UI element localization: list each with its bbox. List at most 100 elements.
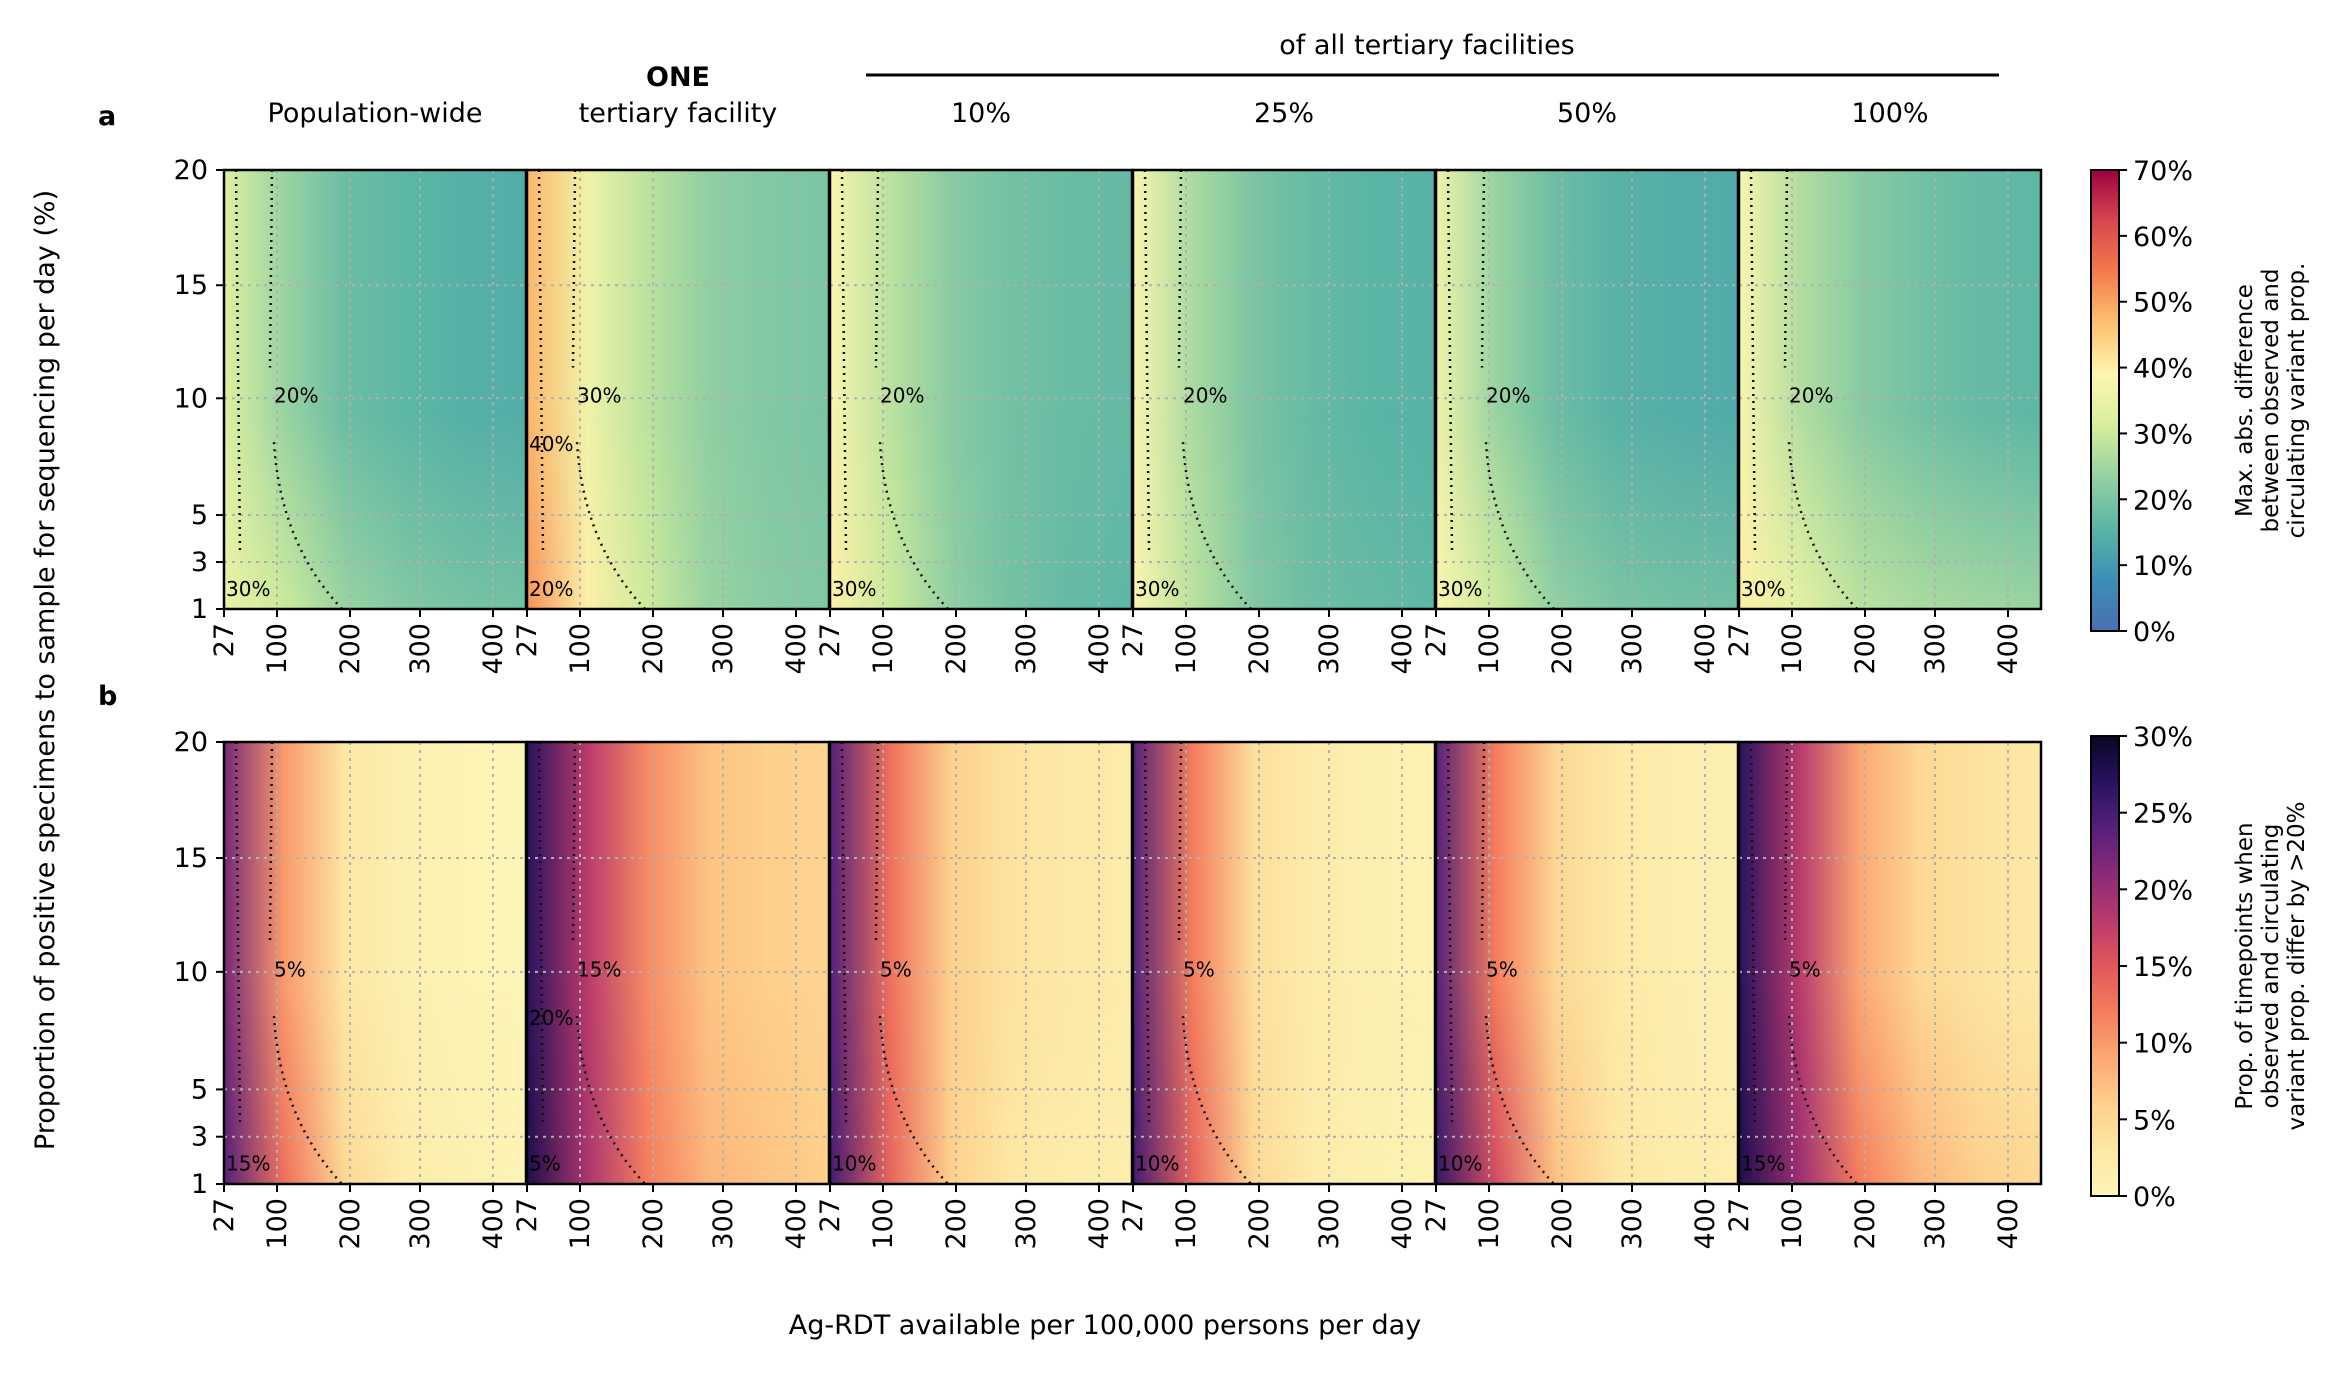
y-tick-label: 15 bbox=[174, 270, 208, 301]
x-tick-label: 100 bbox=[1171, 1198, 1202, 1250]
x-tick-label: 27 bbox=[1118, 623, 1149, 657]
contour-label: 20% bbox=[1183, 384, 1227, 408]
colorbar-bar bbox=[2090, 735, 2120, 1197]
y-tick-label: 20 bbox=[174, 155, 208, 186]
y-tick-label: 5 bbox=[191, 1074, 208, 1105]
heatmap-fill-lower bbox=[1133, 170, 1435, 609]
column-title: 10% bbox=[951, 98, 1011, 129]
heatmap-fill-lower bbox=[830, 742, 1132, 1184]
subplot-frame bbox=[1737, 168, 2043, 611]
colorbar-tick-label: 15% bbox=[2133, 952, 2193, 983]
contour-line bbox=[1783, 741, 1858, 1185]
x-tick-label: 400 bbox=[1690, 623, 1721, 675]
x-tick-label: 27 bbox=[1724, 623, 1755, 657]
colorbar-tick-label: 30% bbox=[2133, 722, 2193, 753]
x-tick-label: 27 bbox=[1421, 1198, 1452, 1232]
x-tick-label: 400 bbox=[1387, 1198, 1418, 1250]
x-tick-label: 100 bbox=[1171, 623, 1202, 675]
x-tick-label: 400 bbox=[478, 623, 509, 675]
column-title: Population-wide bbox=[268, 98, 483, 129]
x-tick-label: 27 bbox=[209, 1198, 240, 1232]
contour-line bbox=[268, 741, 343, 1185]
colorbar-label: variant prop. differ by >20% bbox=[2284, 801, 2310, 1130]
y-axis-label: Proportion of positive specimens to samp… bbox=[30, 190, 61, 1150]
subplot-b-5: 5% 10% 27 100 200 300 400 bbox=[1421, 740, 1740, 1250]
x-tick-label: 200 bbox=[941, 1198, 972, 1250]
x-tick-label: 100 bbox=[1474, 623, 1505, 675]
x-tick-label: 400 bbox=[1993, 623, 2024, 675]
subplot-frame bbox=[1737, 740, 2043, 1186]
x-tick-label: 100 bbox=[262, 623, 293, 675]
contour-label: 30% bbox=[832, 577, 876, 601]
heatmap-fill-lower bbox=[1739, 170, 2041, 609]
x-tick-label: 200 bbox=[941, 623, 972, 675]
x-tick-label: 27 bbox=[512, 1198, 543, 1232]
x-tick-label: 400 bbox=[1084, 1198, 1115, 1250]
x-tick-label: 200 bbox=[1547, 623, 1578, 675]
y-tick-label: 1 bbox=[191, 1169, 208, 1200]
colorbar-label: circulating variant prop. bbox=[2284, 263, 2310, 539]
contour-label: 5% bbox=[1183, 957, 1215, 981]
contour-label: 10% bbox=[1438, 1152, 1482, 1176]
heatmap-fill-lower bbox=[1133, 742, 1435, 1184]
x-tick-label: 300 bbox=[1617, 1198, 1648, 1250]
contour-label: 15% bbox=[1741, 1152, 1785, 1176]
contour-label: 10% bbox=[832, 1152, 876, 1176]
heatmap-fill-lower bbox=[224, 742, 526, 1184]
colorbar-label: Max. abs. difference bbox=[2232, 284, 2258, 517]
contour-label: 20% bbox=[880, 384, 924, 408]
heatmap-fill-lower bbox=[527, 742, 829, 1184]
x-tick-label: 200 bbox=[638, 1198, 669, 1250]
subplot-a-4: 20% 30% 27 100 200 300 400 bbox=[1118, 168, 1437, 675]
colorbar-tick-label: 0% bbox=[2133, 1182, 2176, 1213]
x-tick-label: 200 bbox=[335, 623, 366, 675]
contour-line bbox=[1143, 169, 1151, 552]
subplot-a-1: 20% 30% 27 100 200 300 400 bbox=[209, 168, 528, 675]
x-axis-label: Ag-RDT available per 100,000 persons per… bbox=[789, 1310, 1421, 1341]
x-tick-label: 400 bbox=[781, 623, 812, 675]
panel-label-b: b bbox=[98, 681, 117, 712]
contour-label: 20% bbox=[274, 384, 318, 408]
subplot-b-4: 5% 10% 27 100 200 300 400 bbox=[1118, 740, 1437, 1250]
contour-label: 15% bbox=[577, 957, 621, 981]
x-tick-label: 100 bbox=[262, 1198, 293, 1250]
x-tick-label: 300 bbox=[1314, 1198, 1345, 1250]
contour-line bbox=[234, 169, 242, 552]
y-tick-label: 3 bbox=[191, 1122, 208, 1153]
subplot-b-6: 5% 15% 27 100 200 300 400 bbox=[1724, 740, 2043, 1250]
subplot-a-6: 20% 30% 27 100 200 300 400 bbox=[1724, 168, 2043, 675]
subplot-a-3: 20% 30% 27 100 200 300 400 bbox=[815, 168, 1134, 675]
x-tick-label: 300 bbox=[405, 623, 436, 675]
x-tick-label: 300 bbox=[1314, 623, 1345, 675]
colorbar-tick-label: 10% bbox=[2133, 551, 2193, 582]
x-tick-label: 200 bbox=[1244, 623, 1275, 675]
colorbar-label: observed and circulating bbox=[2258, 824, 2284, 1109]
subplot-a-5: 20% 30% 27 100 200 300 400 bbox=[1421, 168, 1740, 675]
heatmap-fill-lower bbox=[1739, 742, 2041, 1184]
x-tick-label: 200 bbox=[638, 623, 669, 675]
contour-line bbox=[1480, 741, 1555, 1185]
contour-label: 5% bbox=[274, 957, 306, 981]
contour-line bbox=[268, 169, 343, 610]
contour-label: 30% bbox=[1438, 577, 1482, 601]
subplot-b-3: 5% 10% 27 100 200 300 400 bbox=[815, 740, 1134, 1250]
contour-line bbox=[1749, 169, 1757, 552]
column-title: 50% bbox=[1557, 98, 1617, 129]
contour-label: 10% bbox=[1135, 1152, 1179, 1176]
contour-line bbox=[1143, 741, 1151, 1127]
x-tick-label: 200 bbox=[1850, 1198, 1881, 1250]
x-tick-label: 300 bbox=[1011, 623, 1042, 675]
y-tick-label: 3 bbox=[191, 547, 208, 578]
colorbar-tick-label: 30% bbox=[2133, 419, 2193, 450]
colorbar-tick-label: 20% bbox=[2133, 875, 2193, 906]
x-tick-label: 200 bbox=[1244, 1198, 1275, 1250]
column-titles: Population-wide ONE tertiary facility 10% 25… bbox=[268, 62, 1929, 129]
contour-line bbox=[1446, 169, 1454, 552]
contour-label: 5% bbox=[1789, 957, 1821, 981]
x-tick-label: 27 bbox=[1118, 1198, 1149, 1232]
x-tick-label: 300 bbox=[1011, 1198, 1042, 1250]
colorbar-tick-label: 70% bbox=[2133, 156, 2193, 187]
contour-line bbox=[1177, 741, 1252, 1185]
